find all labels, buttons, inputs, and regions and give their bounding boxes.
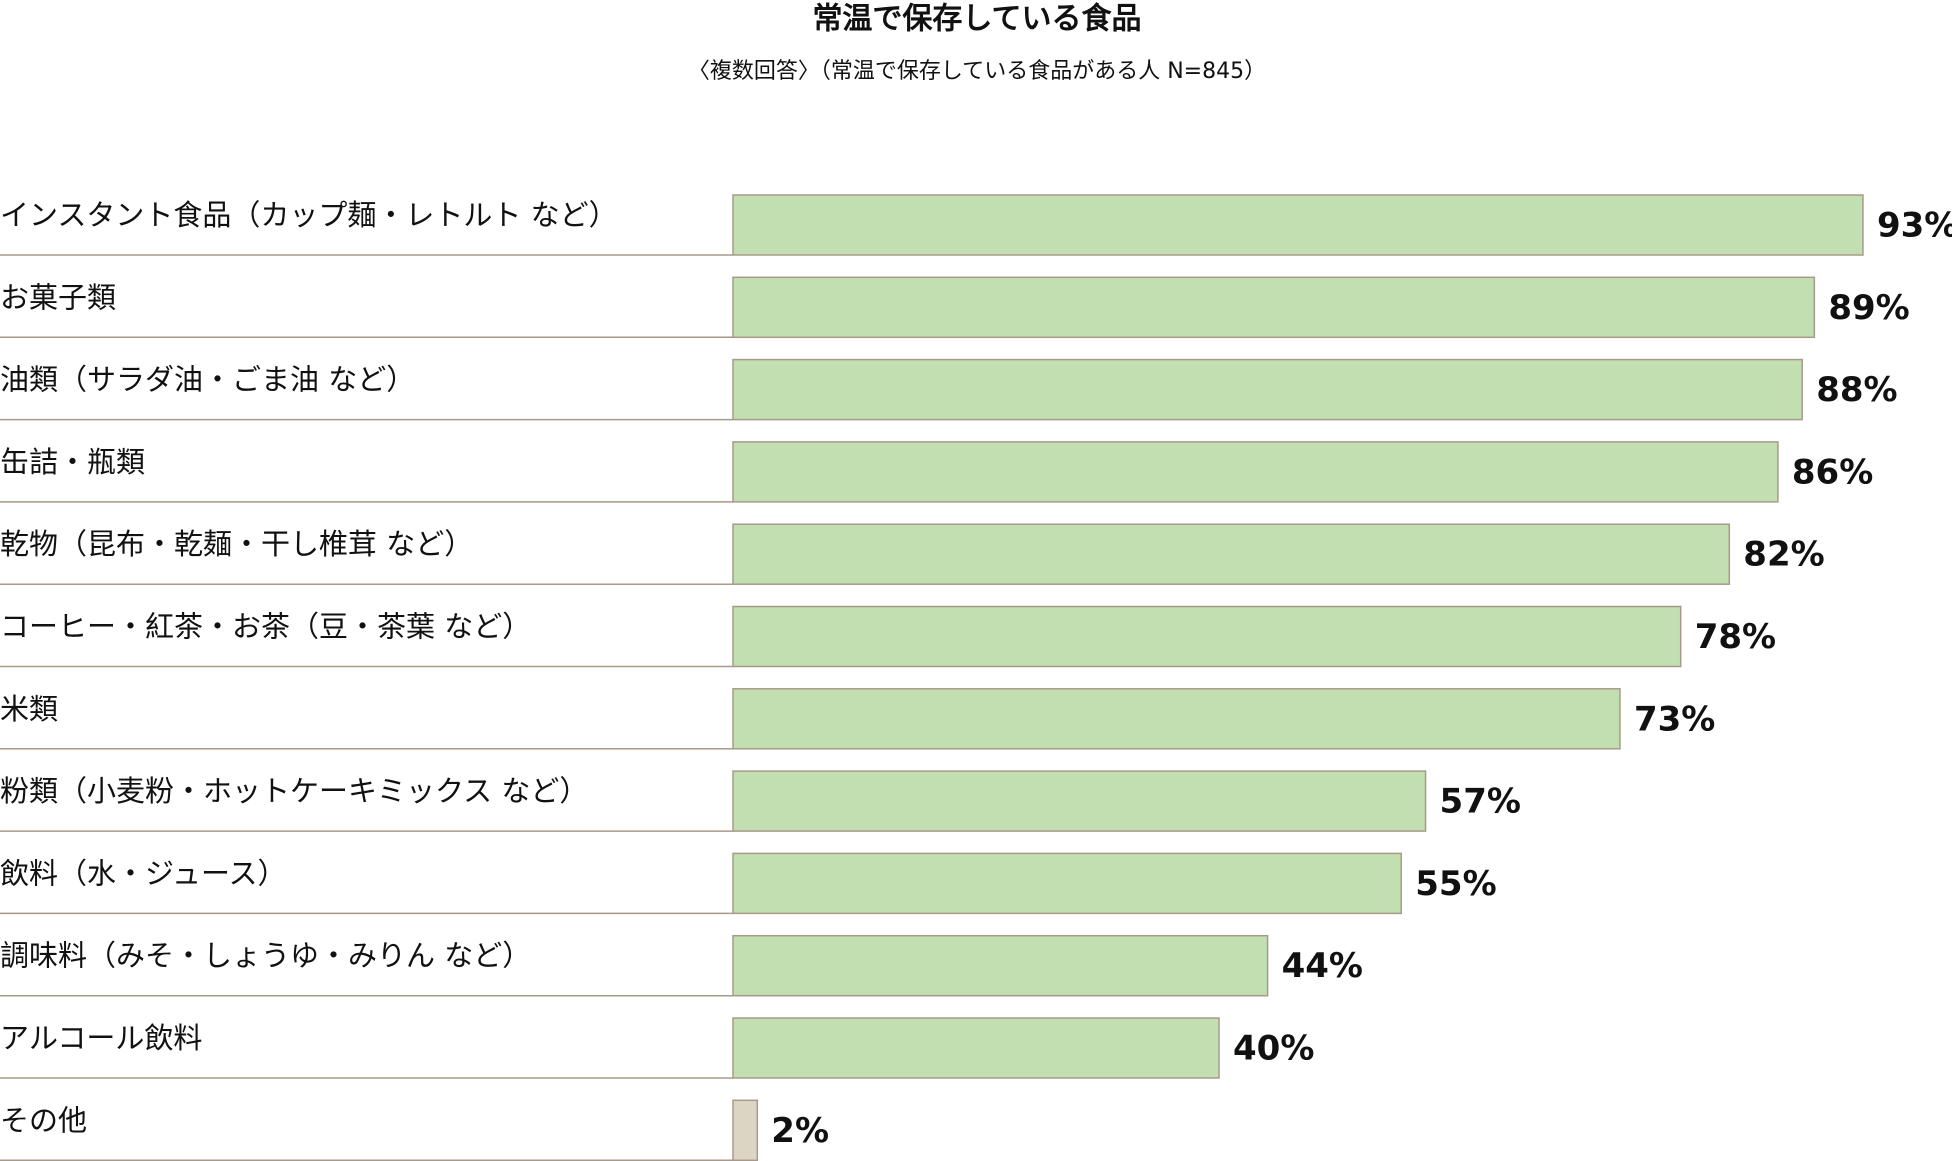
category-label: 飲料（水・ジュース） <box>0 856 287 890</box>
value-label: 78% <box>1695 617 1776 657</box>
value-label: 2% <box>771 1111 829 1151</box>
bar <box>732 194 1864 256</box>
bar <box>732 441 1779 503</box>
value-label: 55% <box>1415 864 1496 904</box>
value-label: 44% <box>1282 946 1363 986</box>
bar <box>732 1099 759 1161</box>
value-label: 88% <box>1816 370 1897 410</box>
bar <box>732 276 1816 339</box>
category-label: 乾物（昆布・乾麺・干し椎茸 など） <box>0 527 473 561</box>
category-label: お菓子類 <box>0 280 116 314</box>
category-label: 缶詰・瓶類 <box>0 445 145 479</box>
value-label: 82% <box>1743 535 1824 575</box>
value-label: 40% <box>1233 1029 1314 1069</box>
value-label: 89% <box>1828 288 1909 328</box>
bar <box>732 358 1803 421</box>
category-label: その他 <box>0 1103 87 1137</box>
category-label: 油類（サラダ油・ごま油 など） <box>0 363 415 397</box>
category-label: アルコール飲料 <box>0 1021 202 1055</box>
category-label: 米類 <box>0 692 58 726</box>
bar <box>732 688 1621 750</box>
value-label: 93% <box>1877 206 1952 246</box>
bar <box>732 1017 1220 1079</box>
bar <box>732 852 1402 915</box>
category-label: 粉類（小麦粉・ホットケーキミックス など） <box>0 774 588 808</box>
bar <box>732 934 1269 997</box>
value-label: 73% <box>1634 699 1715 739</box>
value-label: 86% <box>1792 452 1873 492</box>
category-label: インスタント食品（カップ麺・レトルト など） <box>0 198 618 232</box>
category-label: 調味料（みそ・しょうゆ・みりん など） <box>0 939 531 973</box>
chart-subtitle: 〈複数回答〉（常温で保存している食品がある人 N=845） <box>688 59 1266 84</box>
category-label: コーヒー・紅茶・お茶（豆・茶葉 など） <box>0 610 531 644</box>
bar <box>732 770 1427 832</box>
bar <box>732 523 1731 585</box>
value-label: 57% <box>1440 782 1521 822</box>
bar <box>732 605 1682 668</box>
chart-title: 常温で保存している食品 <box>812 2 1141 37</box>
